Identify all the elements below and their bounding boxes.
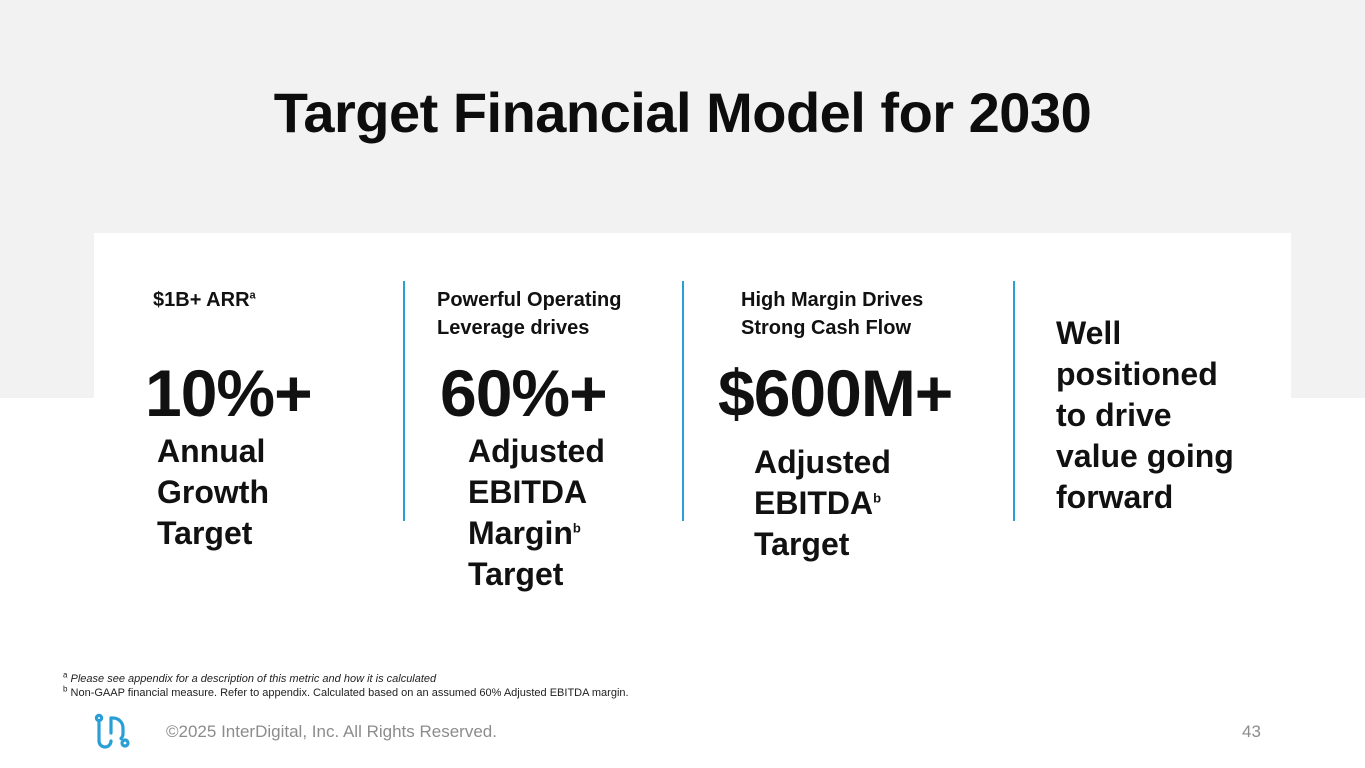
column-3-description: Adjusted EBITDAb Target: [754, 444, 891, 562]
column-2-description: Adjusted EBITDA Marginb Target: [468, 433, 605, 592]
column-divider: [682, 281, 684, 521]
column-2-caption: Powerful Operating Leverage drives: [437, 289, 622, 339]
footnote-b: b Non-GAAP financial measure. Refer to a…: [63, 684, 629, 699]
interdigital-logo-icon: [94, 713, 130, 749]
column-1-description: Annual Growth Target: [157, 433, 269, 551]
copyright-notice: ©2025 InterDigital, Inc. All Rights Rese…: [166, 722, 497, 741]
column-divider: [403, 281, 405, 521]
footnotes: a Please see appendix for a description …: [63, 670, 629, 700]
column-divider: [1013, 281, 1015, 521]
column-1-value: 10%+: [145, 356, 313, 430]
slide-title: Target Financial Model for 2030: [273, 81, 1092, 144]
content-card: [94, 233, 1291, 673]
column-1-caption: $1B+ ARRa: [153, 289, 256, 311]
footnote-a: a Please see appendix for a description …: [63, 670, 437, 685]
page-number: 43: [1242, 722, 1261, 741]
column-2-value: 60%+: [440, 356, 608, 430]
column-3-caption: High Margin Drives Strong Cash Flow: [741, 289, 924, 339]
column-4-statement: Well positioned to drive value going for…: [1056, 315, 1234, 515]
column-3-value: $600M+: [718, 356, 953, 430]
